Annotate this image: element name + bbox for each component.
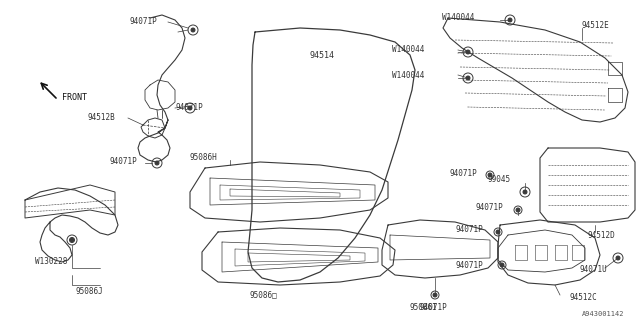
Text: 95086H: 95086H	[190, 154, 218, 163]
Circle shape	[488, 173, 492, 177]
Text: 94512E: 94512E	[582, 20, 610, 29]
Text: 94071P: 94071P	[475, 204, 503, 212]
Circle shape	[188, 106, 192, 110]
Circle shape	[466, 50, 470, 54]
Circle shape	[155, 161, 159, 165]
Text: FRONT: FRONT	[62, 92, 87, 101]
Text: 94512D: 94512D	[588, 230, 616, 239]
Text: 94071P: 94071P	[455, 226, 483, 235]
Text: 94071P: 94071P	[110, 157, 138, 166]
Circle shape	[433, 293, 437, 297]
Text: 94071P: 94071P	[455, 260, 483, 269]
Text: 94512C: 94512C	[570, 293, 598, 302]
Text: 95086I: 95086I	[410, 302, 438, 311]
Text: A943001142: A943001142	[582, 311, 625, 317]
Text: W140044: W140044	[392, 45, 424, 54]
Circle shape	[191, 28, 195, 32]
Text: 94514: 94514	[310, 51, 335, 60]
Circle shape	[523, 190, 527, 194]
Circle shape	[516, 208, 520, 212]
Text: 95086□: 95086□	[250, 291, 278, 300]
Circle shape	[508, 18, 512, 22]
Text: W140044: W140044	[392, 70, 424, 79]
Text: 99045: 99045	[488, 175, 511, 185]
Text: 94071P: 94071P	[420, 302, 448, 311]
Circle shape	[466, 76, 470, 80]
Text: 95086J: 95086J	[75, 287, 103, 297]
Text: W130228: W130228	[35, 258, 67, 267]
Text: 94512B: 94512B	[88, 114, 116, 123]
Circle shape	[616, 256, 620, 260]
Text: W140044: W140044	[442, 13, 474, 22]
Circle shape	[500, 263, 504, 267]
Text: 94071P: 94071P	[175, 103, 203, 113]
Circle shape	[496, 230, 500, 234]
Text: 94071U: 94071U	[580, 266, 608, 275]
Circle shape	[70, 237, 74, 243]
Text: 94071P: 94071P	[130, 18, 157, 27]
Text: 94071P: 94071P	[450, 169, 477, 178]
